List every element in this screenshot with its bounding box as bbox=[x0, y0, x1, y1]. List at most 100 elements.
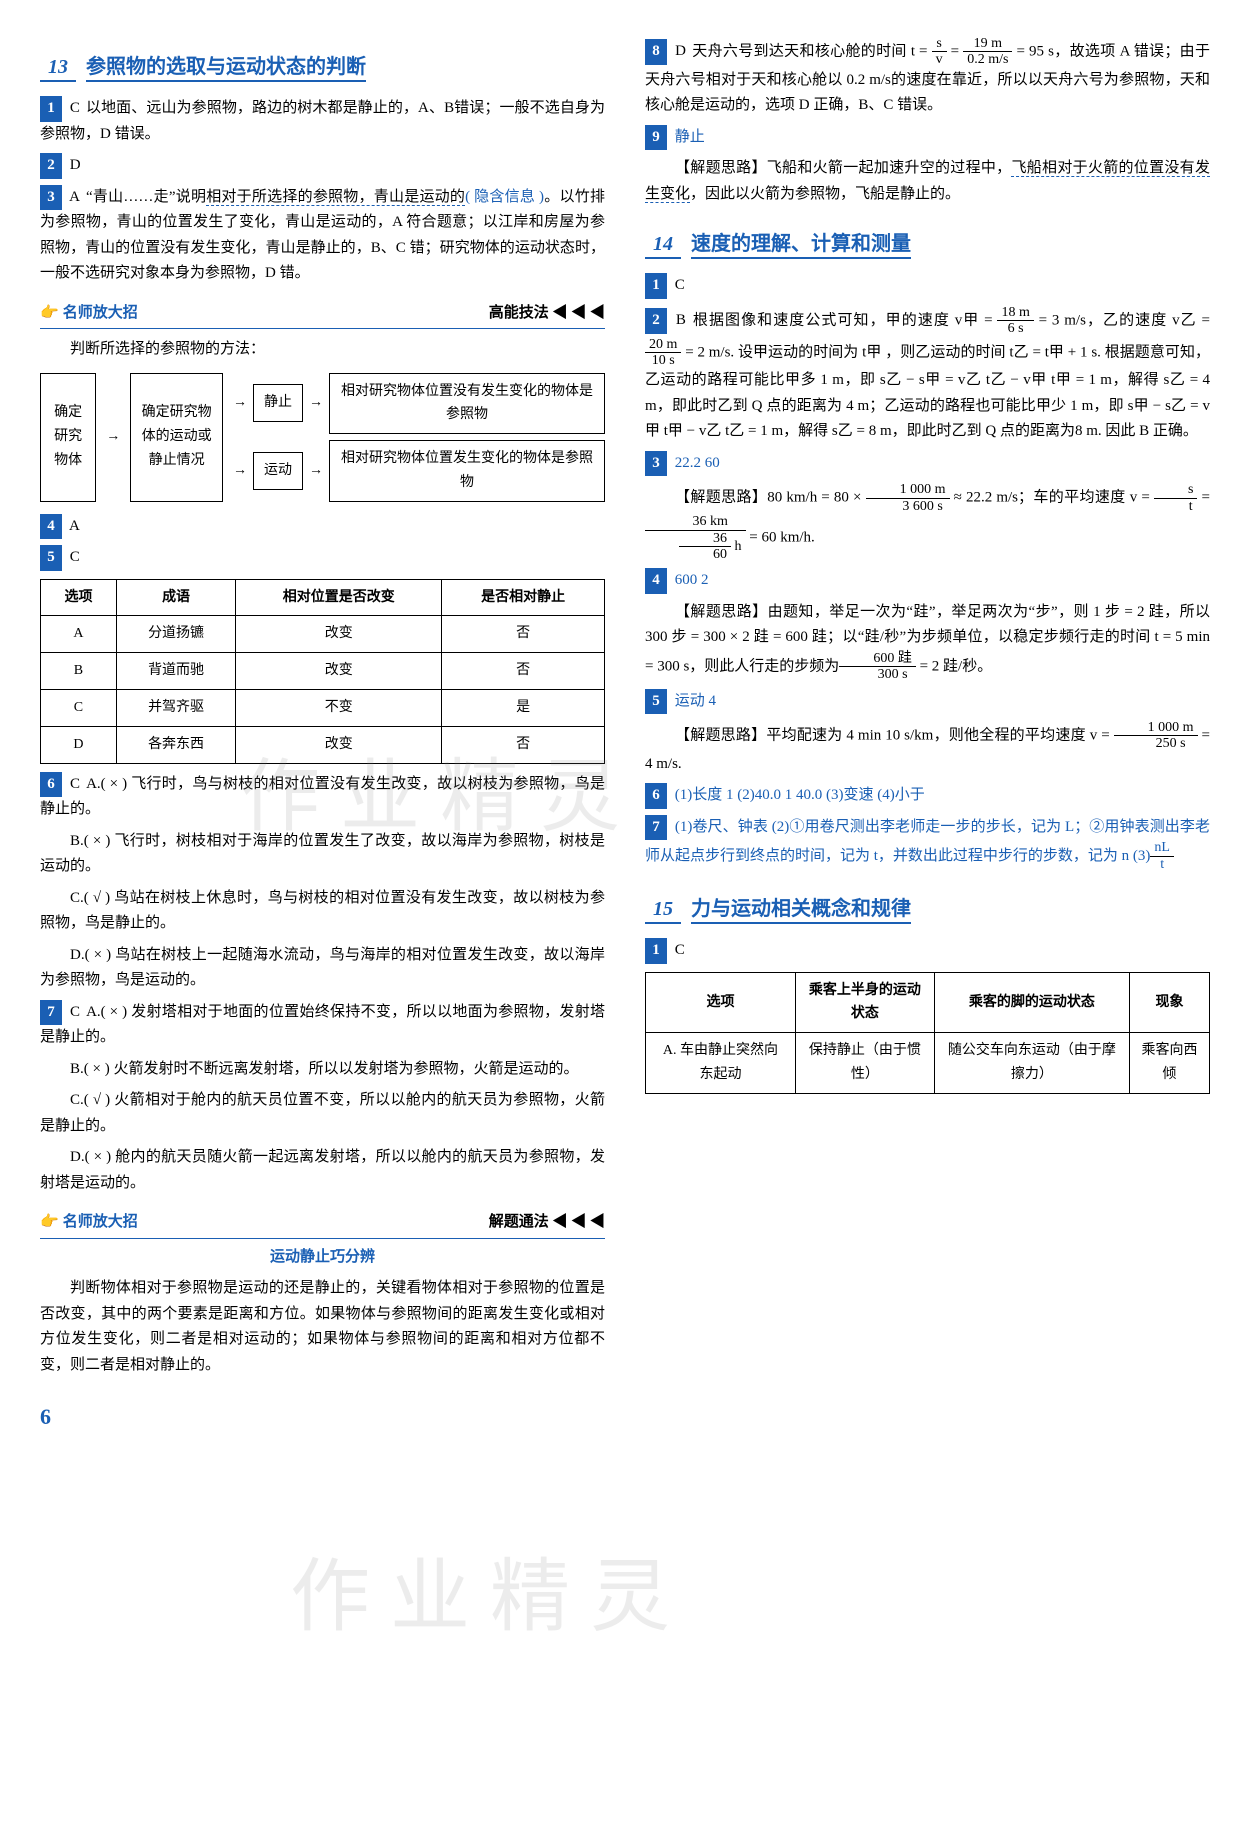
answer: 运动 4 bbox=[675, 693, 716, 709]
arrow-icon: → bbox=[233, 459, 247, 483]
r-q4: 4 600 2 bbox=[645, 568, 1210, 594]
answer: (1)卷尺、钟表 (2)①用卷尺测出李老师走一步的步长，记为 L；②用钟表测出李… bbox=[645, 819, 1210, 864]
q5: 5 C bbox=[40, 545, 605, 571]
th: 现象 bbox=[1130, 972, 1210, 1033]
fraction: 20 m10 s bbox=[645, 337, 681, 369]
q1: 1 C以地面、远山为参照物，路边的树木都是静止的，A、B错误；一般不选自身为参照… bbox=[40, 96, 605, 147]
flow-box-5: 相对研究物体位置没有发生变化的物体是参照物 bbox=[329, 373, 605, 435]
fraction: sv bbox=[932, 36, 947, 68]
table-q15: 选项 乘客上半身的运动状态 乘客的脚的运动状态 现象 A. 车由静止突然向东起动… bbox=[645, 972, 1210, 1094]
q6-line: C.( √ ) 鸟站在树枝上休息时，鸟与树枝的相对位置没有发生改变，故以树枝为参… bbox=[40, 886, 605, 937]
section-text: 力与运动相关概念和规律 bbox=[691, 898, 911, 924]
answer: C bbox=[70, 549, 80, 565]
arrow-icon: → bbox=[106, 373, 120, 502]
tip1-header: 👉名师放大招 高能技法 ◀ ◀ ◀ bbox=[40, 301, 605, 330]
underline-text: 相对于所选择的参照物，青山是运动的 bbox=[206, 189, 465, 206]
table-row: A. 车由静止突然向东起动 保持静止（由于惯性） 随公交车向东运动（由于摩擦力）… bbox=[646, 1033, 1210, 1094]
qnum: 7 bbox=[645, 815, 667, 841]
fraction: 36 km3660 h bbox=[645, 514, 746, 562]
line: A.( × ) 飞行时，鸟与树枝的相对位置没有发生改变，故以树枝为参照物，鸟是静… bbox=[40, 776, 605, 818]
q7: 7 CA.( × ) 发射塔相对于地面的位置始终保持不变，所以以地面为参照物，发… bbox=[40, 1000, 605, 1051]
qnum: 1 bbox=[40, 96, 62, 122]
q9-exp: 【解题思路】飞船和火箭一起加速升空的过程中，飞船相对于火箭的位置没有发生变化，因… bbox=[645, 156, 1210, 207]
qnum: 8 bbox=[645, 39, 667, 65]
page-number: 6 bbox=[40, 1398, 605, 1435]
section-num: 14 bbox=[645, 233, 681, 259]
q7-line: C.( √ ) 火箭相对于舱内的航天员位置不变，所以以舱内的航天员为参照物，火箭… bbox=[40, 1088, 605, 1139]
qnum: 4 bbox=[645, 568, 667, 594]
flow-box-1: 确定研究物体 bbox=[40, 373, 96, 502]
q9: 9 静止 bbox=[645, 125, 1210, 151]
explanation: 以地面、远山为参照物，路边的树木都是静止的，A、B错误；一般不选自身为参照物，D… bbox=[40, 100, 605, 142]
r-q7: 7 (1)卷尺、钟表 (2)①用卷尺测出李老师走一步的步长，记为 L；②用钟表测… bbox=[645, 815, 1210, 872]
q6: 6 CA.( × ) 飞行时，鸟与树枝的相对位置没有发生改变，故以树枝为参照物，… bbox=[40, 772, 605, 823]
arrow-icon: → bbox=[309, 391, 323, 415]
tip-intro: 判断所选择的参照物的方法： bbox=[40, 337, 605, 363]
qnum: 2 bbox=[645, 308, 667, 334]
table-row: C并驾齐驱不变是 bbox=[41, 690, 605, 727]
hint: ( 隐含信息 ) bbox=[465, 189, 544, 205]
section-num: 15 bbox=[645, 898, 681, 924]
flow-box-6: 相对研究物体位置发生变化的物体是参照物 bbox=[329, 440, 605, 502]
section-15-title: 15 力与运动相关概念和规律 bbox=[645, 892, 1210, 926]
th: 选项 bbox=[41, 579, 117, 616]
r-q1: 1 C bbox=[645, 273, 1210, 299]
tip2-body: 判断物体相对于参照物是运动的还是静止的，关键看物体相对于参照物的位置是否改变，其… bbox=[40, 1276, 605, 1378]
th: 选项 bbox=[646, 972, 796, 1033]
fraction: 600 跬300 s bbox=[839, 651, 916, 683]
answer: D bbox=[70, 157, 81, 173]
answer: 静止 bbox=[675, 129, 705, 145]
qnum: 1 bbox=[645, 938, 667, 964]
right-column: 8 D天舟六号到达天和核心舱的时间 t = sv = 19 m0.2 m/s =… bbox=[645, 30, 1210, 1436]
qnum: 1 bbox=[645, 273, 667, 299]
fraction: 1 000 m250 s bbox=[1114, 720, 1198, 752]
tip2-subtitle: 运动静止巧分辨 bbox=[40, 1245, 605, 1271]
qnum: 7 bbox=[40, 1000, 62, 1026]
answer: C bbox=[675, 277, 685, 293]
table-row: D各奔东西改变否 bbox=[41, 726, 605, 763]
tip2-header: 👉名师放大招 解题通法 ◀ ◀ ◀ bbox=[40, 1210, 605, 1239]
section-text: 参照物的选取与运动状态的判断 bbox=[86, 56, 366, 82]
answer: B bbox=[676, 312, 686, 328]
tip-label: 高能技法 ◀ ◀ ◀ bbox=[489, 301, 605, 327]
table-row: A分道扬镳改变否 bbox=[41, 616, 605, 653]
r-q2: 2 B根据图像和速度公式可知，甲的速度 v甲 = 18 m6 s = 3 m/s… bbox=[645, 305, 1210, 445]
r-q4-exp: 【解题思路】由题知，举足一次为“跬”，举足两次为“步”，则 1 步 = 2 跬，… bbox=[645, 600, 1210, 683]
qnum: 6 bbox=[645, 783, 667, 809]
tip-label: 解题通法 ◀ ◀ ◀ bbox=[489, 1210, 605, 1236]
answer: 600 2 bbox=[675, 572, 709, 588]
answer: C bbox=[70, 100, 80, 116]
left-column: 13参照物的选取与运动状态的判断 1 C以地面、远山为参照物，路边的树木都是静止… bbox=[40, 30, 605, 1436]
tip-icon: 👉名师放大招 bbox=[40, 1210, 138, 1236]
arrow-icon: → bbox=[309, 459, 323, 483]
fraction: nLt bbox=[1150, 840, 1174, 872]
page-columns: 13参照物的选取与运动状态的判断 1 C以地面、远山为参照物，路边的树木都是静止… bbox=[40, 30, 1210, 1436]
r-q3: 3 22.2 60 bbox=[645, 451, 1210, 477]
qnum: 2 bbox=[40, 153, 62, 179]
qnum: 3 bbox=[645, 451, 667, 477]
qnum: 6 bbox=[40, 772, 62, 798]
answer: 22.2 60 bbox=[675, 455, 720, 471]
flow-box-3: 静止 bbox=[253, 384, 303, 422]
quote: “青山……走”说明 bbox=[86, 189, 206, 205]
table-header-row: 选项 成语 相对位置是否改变 是否相对静止 bbox=[41, 579, 605, 616]
fraction: 1 000 m3 600 s bbox=[866, 482, 950, 514]
r-q3-exp: 【解题思路】80 km/h = 80 × 1 000 m3 600 s ≈ 22… bbox=[645, 482, 1210, 562]
fraction: 19 m0.2 m/s bbox=[963, 36, 1012, 68]
q3: 3 A“青山……走”说明相对于所选择的参照物，青山是运动的( 隐含信息 )。以竹… bbox=[40, 185, 605, 287]
section-14-title: 14速度的理解、计算和测量 bbox=[645, 227, 1210, 261]
r-q5: 5 运动 4 bbox=[645, 689, 1210, 715]
arrow-icon: → bbox=[233, 391, 247, 415]
fraction: st bbox=[1154, 482, 1197, 514]
label: 【解题思路】 bbox=[675, 160, 767, 176]
line: A.( × ) 发射塔相对于地面的位置始终保持不变，所以以地面为参照物，发射塔是… bbox=[40, 1004, 605, 1046]
fraction: 18 m6 s bbox=[997, 305, 1033, 337]
q7-line: B.( × ) 火箭发射时不断远离发射塔，所以以发射塔为参照物，火箭是运动的。 bbox=[40, 1057, 605, 1083]
watermark: 作业精灵 bbox=[290, 1530, 690, 1666]
th: 成语 bbox=[116, 579, 235, 616]
q6-line: B.( × ) 飞行时，树枝相对于海岸的位置发生了改变，故以海岸为参照物，树枝是… bbox=[40, 829, 605, 880]
r-q6: 6 (1)长度 1 (2)40.0 1 40.0 (3)变速 (4)小于 bbox=[645, 783, 1210, 809]
q4: 4 A bbox=[40, 514, 605, 540]
qnum: 4 bbox=[40, 514, 62, 540]
tip1-body: 判断所选择的参照物的方法： 确定研究物体 → 确定研究物体的运动或静止情况 → … bbox=[40, 337, 605, 502]
